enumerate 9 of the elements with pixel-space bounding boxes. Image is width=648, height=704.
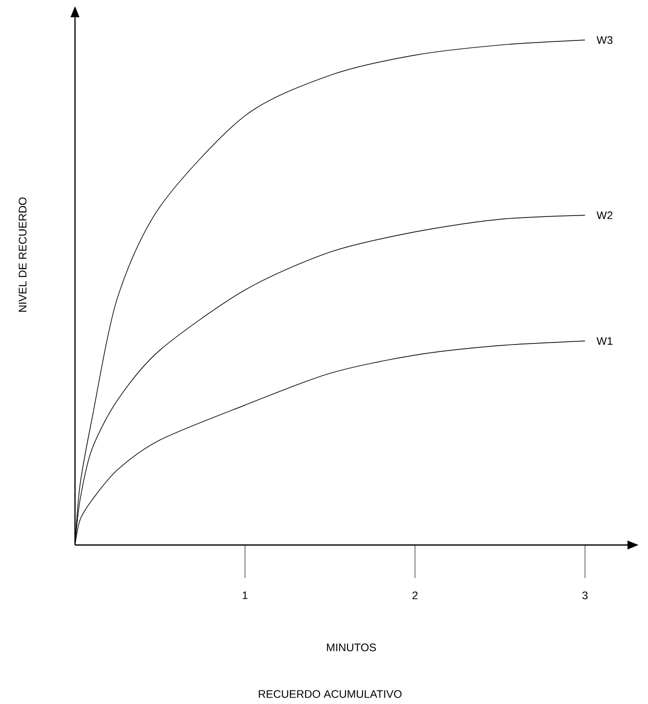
x-tick-label: 3: [582, 592, 588, 600]
series-label: W1: [596, 337, 612, 345]
x-axis-title: MINUTOS: [326, 644, 376, 652]
series-label: W2: [596, 211, 612, 220]
text: RECUERDO ACUMULATIVO: [258, 690, 402, 698]
x-tick-label: 1: [242, 592, 248, 600]
y-axis-title: NIVEL DE RECUERDO: [18, 197, 26, 312]
series-label: W3: [596, 36, 612, 44]
x-tick-label: 2: [412, 592, 418, 600]
